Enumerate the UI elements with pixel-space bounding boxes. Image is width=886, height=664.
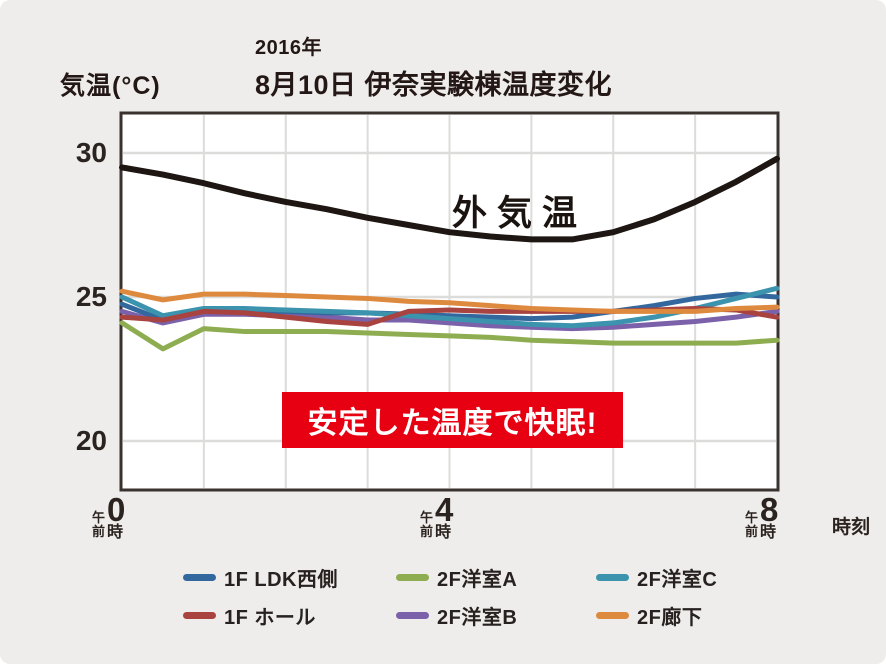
legend-label: 2F廊下: [637, 606, 703, 629]
x-tick-0-period: 午 前: [92, 511, 105, 539]
x-tick-8-period: 午 前: [745, 511, 758, 539]
x-tick-8-number: 8 時: [760, 491, 779, 541]
legend-swatch: [396, 611, 429, 619]
x-tick-0-period-top: 午: [92, 510, 106, 525]
x-axis-unit-label: 時刻: [832, 517, 871, 538]
x-tick-8-digit: 8: [760, 491, 779, 528]
legend-label: 1F ホール: [224, 606, 316, 629]
legend-swatch: [183, 611, 216, 619]
legend-item-2f-room-b: 2F洋室B: [396, 601, 596, 629]
x-tick-8: 午 前 8 時: [745, 491, 779, 541]
legend-item-2f-corridor: 2F廊下: [596, 601, 760, 629]
chart-title-year: 2016年: [255, 37, 322, 59]
legend-swatch: [596, 611, 629, 619]
x-tick-0-number: 0 時: [107, 491, 126, 541]
legend-swatch: [183, 573, 216, 581]
x-tick-4-number: 4 時: [435, 491, 454, 541]
x-tick-4-suffix: 時: [435, 524, 452, 541]
x-tick-8-period-bottom: 前: [745, 524, 759, 539]
legend-label: 2F洋室C: [637, 568, 718, 591]
chart-title-block: 2016年 8月10日 伊奈実験棟温度変化: [255, 31, 612, 102]
outside-air-temp-label: 外気温: [452, 194, 588, 233]
legend-label: 2F洋室A: [437, 568, 518, 591]
y-tick-25: 25: [75, 281, 107, 312]
legend: 1F LDK西側 2F洋室A 2F洋室C 1F ホール 2F洋室B 2F廊下: [183, 563, 760, 629]
chart-title-main: 8月10日 伊奈実験棟温度変化: [255, 70, 613, 100]
x-tick-0-suffix: 時: [107, 524, 124, 541]
x-tick-4: 午 前 4 時: [420, 491, 454, 541]
y-tick-20: 20: [75, 425, 107, 456]
x-tick-0-digit: 0: [107, 491, 126, 528]
legend-swatch: [396, 573, 429, 581]
legend-label: 2F洋室B: [437, 606, 518, 629]
x-tick-8-period-top: 午: [745, 510, 759, 525]
legend-item-1f-ldk-west: 1F LDK西側: [183, 563, 396, 591]
x-tick-0-period-bottom: 前: [92, 524, 106, 539]
legend-item-2f-room-a: 2F洋室A: [396, 563, 596, 591]
x-tick-0: 午 前 0 時: [92, 491, 126, 541]
comfort-banner: 安定した温度で快眠!: [282, 392, 623, 448]
x-tick-4-digit: 4: [435, 491, 454, 528]
x-tick-4-period-bottom: 前: [420, 524, 434, 539]
x-tick-4-period: 午 前: [420, 511, 433, 539]
x-tick-8-suffix: 時: [760, 524, 777, 541]
legend-swatch: [596, 573, 629, 581]
legend-label: 1F LDK西側: [224, 568, 338, 591]
y-tick-30: 30: [75, 137, 107, 168]
legend-item-1f-hall: 1F ホール: [183, 601, 396, 629]
legend-item-2f-room-c: 2F洋室C: [596, 563, 760, 591]
x-tick-4-period-top: 午: [420, 510, 434, 525]
y-axis-title: 気温(°C): [60, 72, 161, 100]
